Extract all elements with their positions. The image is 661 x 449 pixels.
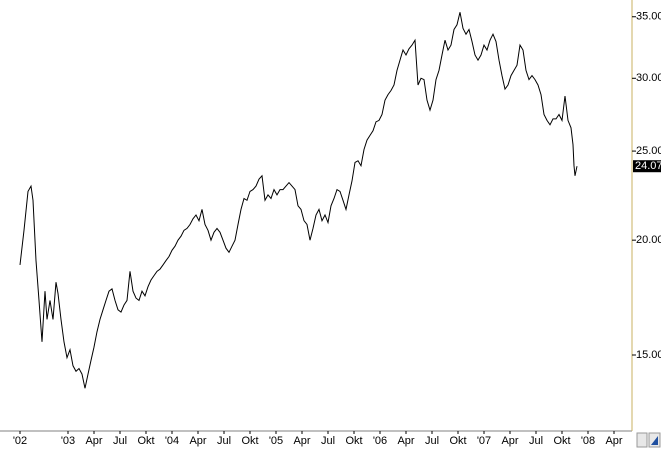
x-tick-label: '07	[477, 435, 491, 447]
x-tick-label: '04	[165, 435, 179, 447]
button[interactable]	[636, 432, 648, 448]
x-tick-label: Jul	[425, 435, 439, 447]
icon	[651, 436, 658, 445]
x-tick-label: Apr	[189, 435, 206, 447]
x-tick-label: Apr	[397, 435, 414, 447]
y-tick-label: 20.00	[636, 234, 661, 246]
x-tick-label: Apr	[293, 435, 310, 447]
last-value-label: 24.07	[635, 160, 661, 172]
x-tick-label: Okt	[345, 435, 362, 447]
y-tick-label: 25.00	[636, 145, 661, 157]
x-tick-label: Okt	[137, 435, 154, 447]
x-tick-label: '03	[61, 435, 75, 447]
x-tick-label: '06	[373, 435, 387, 447]
x-tick-label: Jul	[321, 435, 335, 447]
x-tick-label: Apr	[85, 435, 102, 447]
last-value-box	[633, 160, 661, 173]
toolbar[interactable]	[636, 432, 661, 448]
y-tick-label: 30.00	[636, 72, 661, 84]
y-tick-label: 35.00	[636, 11, 661, 23]
x-tick-label: Okt	[553, 435, 570, 447]
x-tick-label: Apr	[501, 435, 518, 447]
x-tick-label: '05	[269, 435, 283, 447]
x-tick-label: Jul	[113, 435, 127, 447]
x-tick-label: Apr	[605, 435, 622, 447]
x-tick-label: Jul	[529, 435, 543, 447]
x-tick-label: '08	[581, 435, 595, 447]
y-tick-label: 15.00	[636, 349, 661, 361]
price-line	[19, 12, 578, 389]
x-tick-label: '02	[13, 435, 27, 447]
x-tick-label: Jul	[217, 435, 231, 447]
x-tick-label: Okt	[241, 435, 258, 447]
button[interactable]	[648, 432, 661, 448]
x-tick-label: Okt	[449, 435, 466, 447]
